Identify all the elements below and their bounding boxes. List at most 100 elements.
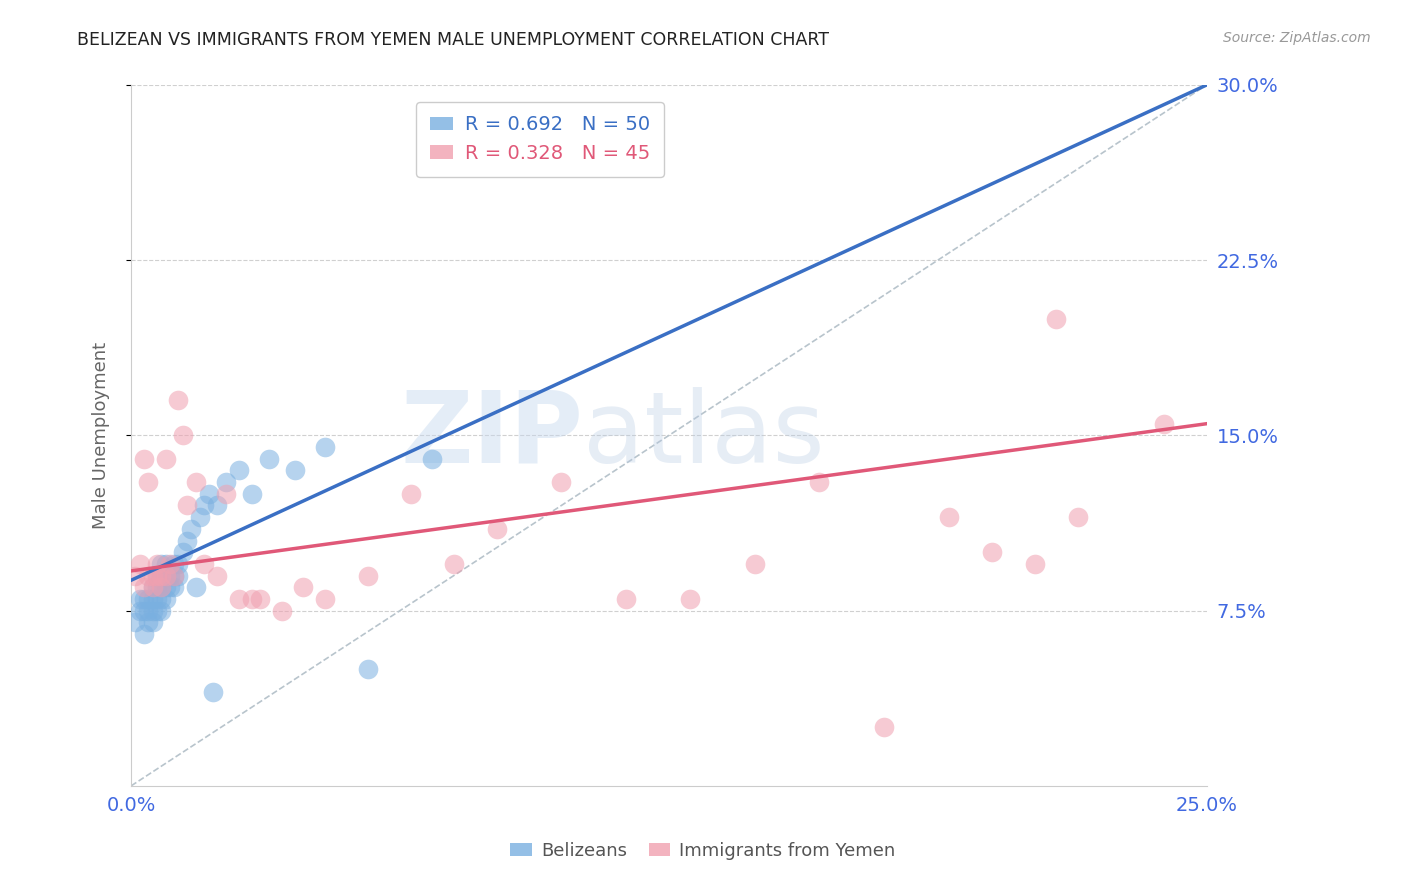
Point — [138, 591, 160, 606]
Point — [284, 463, 307, 477]
Point — [314, 591, 336, 606]
Point — [132, 591, 155, 606]
Text: Source: ZipAtlas.com: Source: ZipAtlas.com — [1223, 31, 1371, 45]
Point — [132, 451, 155, 466]
Point — [1024, 557, 1046, 571]
Point — [132, 627, 155, 641]
Point — [167, 557, 190, 571]
Point — [215, 487, 238, 501]
Point — [744, 557, 766, 571]
Point — [124, 568, 146, 582]
Text: ZIP: ZIP — [399, 387, 583, 483]
Point — [155, 580, 177, 594]
Point — [146, 604, 169, 618]
Point — [138, 604, 160, 618]
Point — [1153, 417, 1175, 431]
Point — [142, 615, 165, 630]
Point — [155, 451, 177, 466]
Point — [1045, 311, 1067, 326]
Point — [176, 499, 198, 513]
Point — [180, 522, 202, 536]
Point — [146, 591, 169, 606]
Point — [132, 580, 155, 594]
Text: BELIZEAN VS IMMIGRANTS FROM YEMEN MALE UNEMPLOYMENT CORRELATION CHART: BELIZEAN VS IMMIGRANTS FROM YEMEN MALE U… — [77, 31, 830, 49]
Point — [197, 487, 219, 501]
Point — [399, 487, 422, 501]
Point — [155, 568, 177, 582]
Point — [228, 463, 250, 477]
Point — [142, 604, 165, 618]
Point — [146, 568, 169, 582]
Point — [420, 451, 443, 466]
Point — [184, 580, 207, 594]
Point — [240, 487, 263, 501]
Point — [146, 557, 169, 571]
Point — [240, 591, 263, 606]
Point — [980, 545, 1002, 559]
Point — [163, 557, 186, 571]
Point — [357, 662, 380, 676]
Point — [184, 475, 207, 489]
Point — [150, 568, 173, 582]
Point — [1066, 510, 1088, 524]
Point — [249, 591, 271, 606]
Point — [142, 580, 165, 594]
Point — [228, 591, 250, 606]
Point — [128, 604, 150, 618]
Point — [938, 510, 960, 524]
Point — [159, 580, 181, 594]
Point — [150, 557, 173, 571]
Point — [128, 591, 150, 606]
Point — [128, 557, 150, 571]
Point — [172, 545, 194, 559]
Point — [188, 510, 211, 524]
Point — [142, 568, 165, 582]
Point — [142, 580, 165, 594]
Point — [155, 568, 177, 582]
Point — [193, 557, 215, 571]
Point — [614, 591, 637, 606]
Point — [257, 451, 280, 466]
Point — [163, 568, 186, 582]
Legend: R = 0.692   N = 50, R = 0.328   N = 45: R = 0.692 N = 50, R = 0.328 N = 45 — [416, 102, 664, 177]
Point — [167, 393, 190, 408]
Point — [150, 568, 173, 582]
Point — [205, 499, 228, 513]
Point — [155, 591, 177, 606]
Point — [159, 568, 181, 582]
Point — [270, 604, 292, 618]
Point — [150, 591, 173, 606]
Point — [146, 568, 169, 582]
Point — [443, 557, 465, 571]
Point — [138, 475, 160, 489]
Point — [163, 580, 186, 594]
Point — [150, 604, 173, 618]
Point — [205, 568, 228, 582]
Y-axis label: Male Unemployment: Male Unemployment — [93, 342, 110, 529]
Point — [150, 580, 173, 594]
Point — [124, 615, 146, 630]
Point — [146, 580, 169, 594]
Point — [193, 499, 215, 513]
Point — [550, 475, 572, 489]
Point — [215, 475, 238, 489]
Point — [167, 568, 190, 582]
Point — [201, 685, 224, 699]
Point — [314, 440, 336, 454]
Point — [873, 721, 896, 735]
Point — [159, 557, 181, 571]
Point — [808, 475, 831, 489]
Point — [679, 591, 702, 606]
Point — [292, 580, 315, 594]
Point — [172, 428, 194, 442]
Point — [150, 580, 173, 594]
Point — [485, 522, 508, 536]
Point — [163, 568, 186, 582]
Point — [176, 533, 198, 548]
Text: atlas: atlas — [583, 387, 824, 483]
Point — [357, 568, 380, 582]
Point — [142, 591, 165, 606]
Point — [132, 604, 155, 618]
Point — [155, 557, 177, 571]
Point — [138, 615, 160, 630]
